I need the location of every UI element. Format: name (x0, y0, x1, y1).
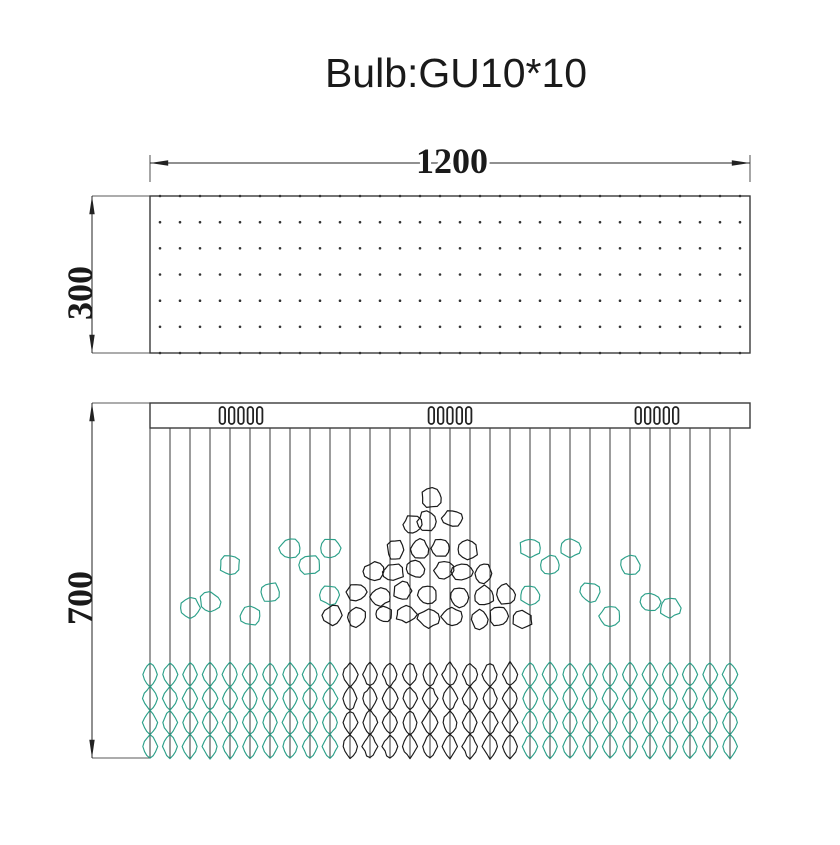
svg-text:1200: 1200 (416, 141, 488, 181)
svg-text:300: 300 (60, 266, 100, 320)
svg-text:700: 700 (60, 571, 100, 625)
